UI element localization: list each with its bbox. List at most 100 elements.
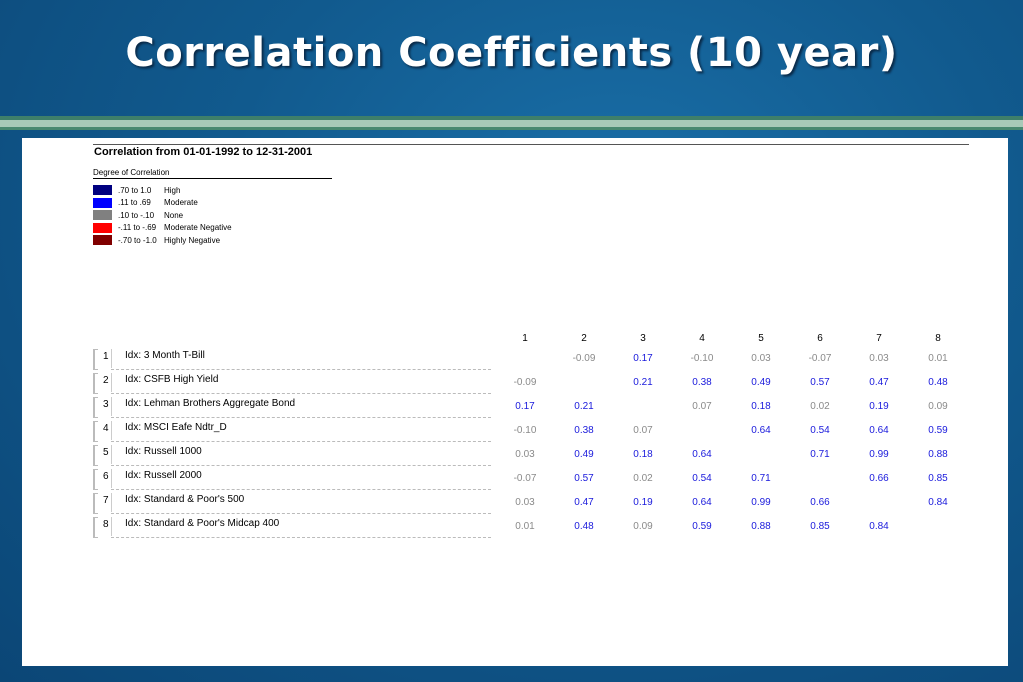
correlation-cell: 0.84 [928, 497, 948, 508]
table-row: 5 Idx: Russell 1000 [93, 443, 493, 467]
row-separator [111, 421, 112, 440]
correlation-cell: 0.84 [869, 521, 889, 532]
row-number: 1 [103, 351, 109, 362]
correlation-cell: -0.10 [690, 353, 714, 364]
correlation-cell: -0.10 [513, 425, 537, 436]
legend-label: Moderate Negative [164, 223, 232, 233]
correlation-cell: -0.07 [808, 353, 832, 364]
row-number: 6 [103, 471, 109, 482]
correlation-cell: 0.59 [692, 521, 712, 532]
column-header: 3 [640, 333, 646, 344]
correlation-cell: -0.09 [572, 353, 596, 364]
correlation-cell: 0.57 [810, 377, 830, 388]
correlation-cell: 0.47 [574, 497, 594, 508]
legend-item: .70 to 1.0 High [93, 184, 232, 197]
row-separator [111, 373, 112, 392]
divider-band-lower [0, 127, 1023, 130]
row-rule [111, 489, 491, 490]
correlation-cell: 0.17 [633, 353, 653, 364]
row-separator [111, 469, 112, 488]
legend-range: .70 to 1.0 [118, 185, 152, 195]
row-name: Idx: Standard & Poor's 500 [125, 494, 245, 505]
row-name: Idx: CSFB High Yield [125, 374, 219, 385]
correlation-cell: 0.64 [869, 425, 889, 436]
row-separator [111, 397, 112, 416]
table-row: 6 Idx: Russell 2000 [93, 467, 493, 491]
title-rule [93, 144, 969, 145]
row-rule [111, 369, 491, 370]
table-row: 3 Idx: Lehman Brothers Aggregate Bond [93, 395, 493, 419]
report-title: Correlation from 01-01-1992 to 12-31-200… [94, 146, 313, 158]
row-separator [111, 445, 112, 464]
correlation-cell: 0.48 [928, 377, 948, 388]
correlation-cell: 0.03 [515, 449, 535, 460]
legend-swatch [93, 222, 112, 233]
correlation-cell: 0.64 [692, 449, 712, 460]
correlation-cell: 0.48 [574, 521, 594, 532]
correlation-cell: -0.09 [513, 377, 537, 388]
correlation-cell: 0.66 [810, 497, 830, 508]
table-row: 4 Idx: MSCI Eafe Ndtr_D [93, 419, 493, 443]
legend-range: .11 to .69 [118, 198, 151, 208]
column-header: 5 [758, 333, 764, 344]
correlation-cell: 0.38 [692, 377, 712, 388]
correlation-cell: 0.54 [810, 425, 830, 436]
legend-label: High [164, 185, 181, 195]
row-bracket [93, 493, 98, 514]
row-number: 5 [103, 447, 109, 458]
legend-rule [93, 178, 332, 179]
correlation-cell: 0.64 [692, 497, 712, 508]
correlation-cell: 0.03 [751, 353, 771, 364]
divider-band [0, 116, 1023, 120]
legend-item: .11 to .69 Moderate [93, 197, 232, 210]
row-number: 3 [103, 399, 109, 410]
report-panel: Correlation from 01-01-1992 to 12-31-200… [22, 138, 1008, 666]
legend-range: -.70 to -1.0 [118, 235, 157, 245]
slide-title: Correlation Coefficients (10 year) [125, 30, 898, 76]
table-row: 8 Idx: Standard & Poor's Midcap 400 [93, 515, 493, 539]
row-name: Idx: Standard & Poor's Midcap 400 [125, 518, 280, 529]
legend-swatch [93, 235, 112, 246]
table-row: 7 Idx: Standard & Poor's 500 [93, 491, 493, 515]
row-number: 7 [103, 495, 109, 506]
correlation-cell: 0.21 [633, 377, 653, 388]
row-bracket [93, 397, 98, 418]
table-row: 2 Idx: CSFB High Yield [93, 371, 493, 395]
correlation-cell: 0.07 [692, 401, 712, 412]
correlation-cell: 0.03 [869, 353, 889, 364]
correlation-cell: 0.18 [751, 401, 771, 412]
correlation-cell: 0.54 [692, 473, 712, 484]
correlation-cell: 0.99 [869, 449, 889, 460]
row-bracket [93, 349, 98, 370]
table-row: 1 Idx: 3 Month T-Bill [93, 347, 493, 371]
correlation-cell: 0.01 [515, 521, 535, 532]
column-header: 6 [817, 333, 823, 344]
correlation-cell: 0.49 [751, 377, 771, 388]
row-rule [111, 441, 491, 442]
row-bracket [93, 469, 98, 490]
row-rule [111, 513, 491, 514]
legend-title: Degree of Correlation [93, 168, 170, 177]
row-separator [111, 517, 112, 536]
correlation-cell: 0.21 [574, 401, 594, 412]
correlation-cell: 0.57 [574, 473, 594, 484]
column-header: 7 [876, 333, 882, 344]
row-separator [111, 349, 112, 368]
correlation-cell: 0.71 [810, 449, 830, 460]
row-number: 8 [103, 519, 109, 530]
correlation-cell: 0.71 [751, 473, 771, 484]
correlation-cell: 0.38 [574, 425, 594, 436]
column-header: 2 [581, 333, 587, 344]
correlation-cell: 0.88 [751, 521, 771, 532]
correlation-cell: 0.09 [633, 521, 653, 532]
row-bracket [93, 445, 98, 466]
column-header: 8 [935, 333, 941, 344]
row-separator [111, 493, 112, 512]
row-name: Idx: Lehman Brothers Aggregate Bond [125, 398, 296, 409]
row-rule [111, 537, 491, 538]
row-rule [111, 393, 491, 394]
legend-range: .10 to -.10 [118, 210, 155, 220]
correlation-cell: 0.47 [869, 377, 889, 388]
correlation-cell: 0.59 [928, 425, 948, 436]
divider-band-light [0, 120, 1023, 127]
